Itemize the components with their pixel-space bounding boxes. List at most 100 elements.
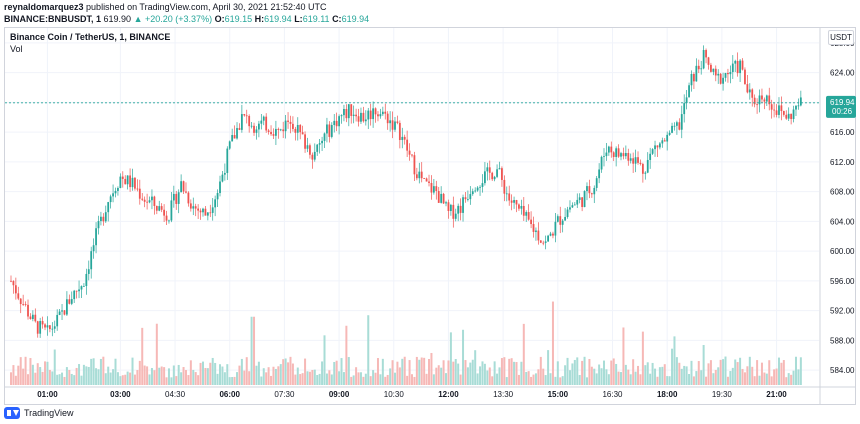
volume-bar — [415, 356, 418, 385]
candle-body — [403, 136, 406, 140]
candle-body — [287, 120, 289, 122]
candle-body — [452, 204, 455, 219]
candle-body — [637, 157, 639, 163]
volume-bar — [542, 368, 545, 385]
volume-bar — [347, 357, 350, 385]
volume-bar — [357, 372, 360, 385]
volume-bar — [794, 356, 797, 385]
close-value: 619.94 — [341, 14, 370, 24]
volume-bar — [194, 372, 197, 385]
volume-bar — [374, 372, 377, 385]
candle-body — [260, 120, 263, 124]
volume-bar — [323, 335, 326, 385]
candle-body — [741, 60, 744, 70]
candle-body — [731, 63, 734, 73]
candle-body — [29, 316, 32, 320]
candle-body — [39, 321, 42, 334]
candle-body — [566, 209, 569, 217]
volume-bar — [522, 323, 525, 385]
y-tick-label: 592.00 — [830, 307, 855, 316]
volume-bar — [799, 357, 802, 385]
volume-bar — [644, 365, 647, 385]
candle-body — [729, 72, 732, 75]
volume-bar — [420, 357, 423, 385]
publication-header: reynaldomarquez3 published on TradingVie… — [0, 0, 860, 26]
candle-body — [710, 64, 712, 72]
candle-body — [192, 206, 195, 209]
candle-body — [522, 205, 525, 216]
x-tick-label: 01:00 — [37, 390, 58, 399]
candle-body — [316, 144, 319, 152]
candle-body — [153, 196, 156, 206]
volume-bar — [578, 375, 581, 385]
candle-body — [569, 207, 571, 210]
publisher-user[interactable]: reynaldomarquez3 — [4, 2, 84, 12]
candle-body — [168, 220, 170, 222]
volume-bar — [471, 359, 474, 385]
last-price: 619.90 — [103, 14, 132, 24]
volume-bar — [571, 363, 574, 385]
volume-bar — [308, 371, 311, 385]
candle-body — [318, 143, 321, 145]
candle-body — [102, 216, 105, 222]
volume-bar — [316, 374, 319, 385]
volume-bar — [534, 373, 537, 385]
candle-body — [748, 89, 751, 93]
candle-body — [420, 171, 423, 179]
y-tick-label: 584.00 — [830, 366, 855, 375]
candle-body — [559, 216, 562, 225]
candle-body — [265, 116, 268, 131]
volume-bar — [160, 366, 163, 385]
candle-body — [206, 212, 209, 216]
volume-bar — [474, 350, 477, 385]
volume-bar — [36, 363, 39, 385]
volume-bar — [573, 359, 576, 385]
volume-bar — [668, 376, 671, 385]
candle-body — [719, 73, 722, 84]
candle-body — [651, 149, 654, 154]
volume-bar — [491, 376, 494, 385]
candle-body — [641, 163, 644, 174]
volume-bar — [335, 360, 338, 385]
volume-bar — [695, 371, 698, 385]
candle-body — [785, 114, 788, 119]
volume-bar — [260, 376, 263, 385]
candle-body — [14, 285, 17, 294]
candle-body — [367, 110, 370, 120]
volume-bar — [39, 367, 42, 385]
volume-bar — [408, 360, 411, 385]
candle-body — [797, 105, 800, 107]
candle-body — [22, 304, 25, 305]
volume-bar — [517, 374, 520, 385]
volume-bar — [678, 362, 681, 385]
volume-bar — [588, 359, 591, 385]
candle-body — [223, 172, 226, 175]
volume-bar — [544, 375, 547, 385]
volume-bar — [585, 377, 588, 385]
currency-button[interactable]: USDT — [828, 30, 854, 45]
volume-bar — [765, 373, 768, 385]
publisher-line: reynaldomarquez3 published on TradingVie… — [4, 1, 327, 13]
candle-body — [340, 115, 343, 117]
candle-body — [377, 114, 379, 117]
candle-body — [702, 50, 705, 69]
candle-body — [306, 145, 309, 149]
volume-bar — [284, 358, 287, 385]
volume-bar — [102, 356, 105, 385]
candle-body — [683, 103, 686, 115]
candle-body — [658, 143, 661, 148]
volume-bar — [464, 360, 467, 385]
candle-body — [182, 181, 185, 192]
candle-body — [744, 69, 746, 85]
footer-brand[interactable]: TradingView — [24, 408, 74, 418]
volume-bar — [598, 364, 601, 385]
volume-bar — [131, 357, 134, 385]
x-tick-label: 21:00 — [766, 390, 787, 399]
candle-body — [112, 193, 114, 197]
volume-bar — [80, 375, 83, 385]
candle-body — [350, 104, 353, 116]
candle-body — [620, 153, 622, 157]
volume-bar — [724, 356, 727, 385]
candle-body — [396, 121, 399, 123]
